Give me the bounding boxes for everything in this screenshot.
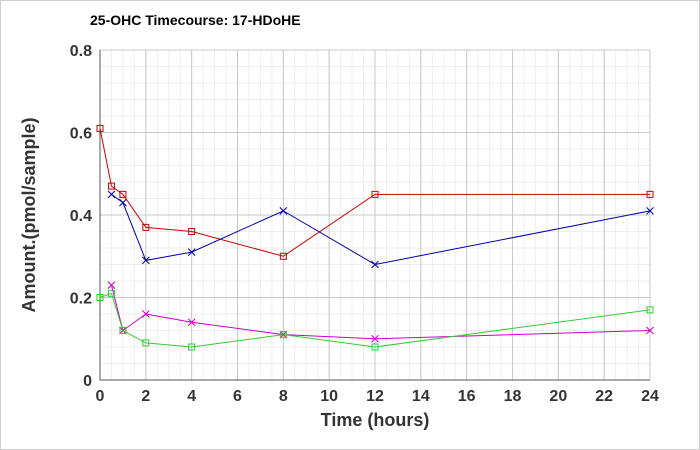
data-point <box>96 294 104 301</box>
data-point <box>142 339 150 347</box>
x-tick-label: 10 <box>320 388 338 405</box>
data-point <box>107 182 115 190</box>
x-tick-label: 8 <box>279 388 288 405</box>
series-line <box>99 292 651 348</box>
x-tick-label: 0 <box>96 388 105 405</box>
data-point <box>107 289 115 297</box>
x-tick-label: 4 <box>187 388 196 405</box>
data-point <box>188 228 196 235</box>
series-4 <box>96 289 654 351</box>
y-tick-labels: 0 0.2 0.4 0.6 0.8 <box>70 43 92 390</box>
data-point-stroke <box>646 326 654 335</box>
axes <box>99 50 650 381</box>
data-point <box>187 318 196 327</box>
x-tick-label: 24 <box>641 388 659 405</box>
series-line <box>99 128 650 257</box>
data-point <box>107 281 116 289</box>
data-point <box>107 190 116 199</box>
data-point <box>371 190 379 198</box>
series-1 <box>96 124 654 260</box>
data-point <box>646 326 654 335</box>
y-axis-label: Amount.(pmol/sample) <box>19 117 39 312</box>
data-point-stroke <box>646 207 654 215</box>
y-tick-label: 0.2 <box>70 291 92 308</box>
data-point-stroke <box>141 256 150 265</box>
data-point <box>371 260 379 269</box>
x-tick-label: 16 <box>458 388 476 405</box>
y-tick-label: 0 <box>83 373 92 390</box>
x-axis-label: Time (hours) <box>321 410 430 430</box>
data-point <box>188 343 196 351</box>
data-point <box>187 248 196 256</box>
data-point <box>142 223 150 231</box>
y-tick-label: 0.6 <box>70 126 92 143</box>
data-point-stroke <box>279 207 288 215</box>
data-point-stroke <box>371 334 379 343</box>
data-point-stroke <box>187 318 196 327</box>
x-tick-label: 2 <box>141 388 150 405</box>
data-point <box>119 198 127 207</box>
data-point <box>646 207 654 215</box>
data-point-stroke <box>371 260 379 269</box>
data-point <box>141 310 150 318</box>
data-point <box>119 327 127 334</box>
data-point-stroke <box>187 248 196 256</box>
x-tick-label: 20 <box>549 388 567 405</box>
data-point <box>279 252 287 260</box>
chart-title: 25-OHC Timecourse: 17-HDoHE <box>90 12 301 28</box>
data-point <box>141 256 150 265</box>
x-tick-label: 6 <box>233 388 242 405</box>
series-2 <box>107 190 654 269</box>
data-point-stroke <box>119 198 127 207</box>
data-point <box>279 207 288 215</box>
data-point <box>119 190 127 198</box>
data-point <box>646 190 654 198</box>
x-tick-label: 12 <box>366 388 384 405</box>
data-point <box>371 334 379 343</box>
series-3 <box>107 281 654 343</box>
data-point <box>371 343 379 351</box>
data-point-stroke <box>107 190 116 199</box>
data-point <box>279 331 287 339</box>
data-point <box>96 124 104 132</box>
x-tick-label: 14 <box>412 388 430 405</box>
series-line <box>111 193 651 266</box>
y-tick-label: 0.4 <box>70 208 92 225</box>
y-tick-label: 0.8 <box>70 43 92 60</box>
data-point <box>646 306 654 314</box>
series-layer <box>96 124 654 351</box>
data-point-stroke <box>141 310 150 318</box>
x-tick-label: 22 <box>595 388 613 405</box>
x-tick-label: 18 <box>504 388 522 405</box>
x-tick-labels: 0 2 4 6 8 10 12 14 16 18 20 22 24 <box>96 388 659 405</box>
data-point-stroke <box>107 281 116 289</box>
